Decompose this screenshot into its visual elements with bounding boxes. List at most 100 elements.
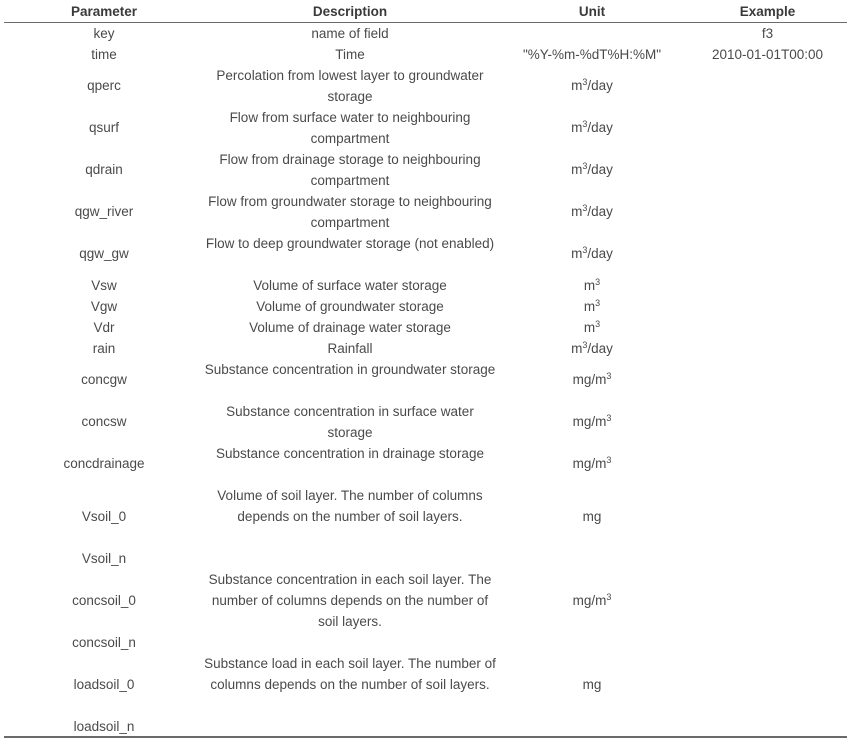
cell-example — [688, 65, 847, 107]
unit-suffix: /day — [587, 341, 613, 356]
unit-base: m — [571, 204, 583, 219]
unit-superscript: 3 — [595, 277, 601, 287]
unit-superscript: 3 — [582, 203, 588, 213]
unit-suffix: /day — [587, 120, 613, 135]
header-description: Description — [312, 4, 388, 19]
cell-description: Volume of drainage water storage — [249, 320, 451, 335]
cell-parameter: concdrainage — [63, 456, 145, 471]
cell-example — [688, 569, 847, 632]
unit-superscript: 3 — [582, 245, 588, 255]
unit-base: mg — [582, 509, 602, 524]
unit-base: mg/m — [572, 456, 607, 471]
unit-base: m — [571, 78, 583, 93]
cell-unit: mg/m3 — [496, 569, 688, 632]
cell-example — [688, 401, 847, 443]
cell-unit: mg/m3 — [496, 359, 688, 401]
cell-description: Flow from groundwater storage to neighbo… — [208, 194, 492, 230]
unit-superscript: 3 — [582, 161, 588, 171]
cell-parameter: Vsoil_0 — [81, 509, 127, 524]
cell-example — [688, 107, 847, 149]
cell-parameter: loadsoil_n — [73, 719, 135, 734]
cell-description: Substance concentration in drainage stor… — [216, 446, 484, 461]
cell-unit: mg — [496, 485, 688, 548]
cell-description: Flow to deep groundwater storage (not en… — [205, 236, 495, 251]
cell-parameter: concsoil_n — [72, 635, 136, 650]
cell-unit: "%Y-%m-%dT%H:%M" — [496, 44, 688, 65]
cell-unit: m3/day — [496, 191, 688, 233]
cell-unit: m3/day — [496, 149, 688, 191]
unit-superscript: 3 — [595, 298, 601, 308]
cell-description — [204, 548, 496, 569]
cell-unit: m3/day — [496, 107, 688, 149]
unit-base: mg/m — [572, 372, 607, 387]
unit-superscript: 3 — [595, 319, 601, 329]
cell-unit — [496, 632, 688, 653]
cell-example — [688, 548, 847, 569]
cell-parameter: qdrain — [85, 162, 123, 177]
header-unit: Unit — [578, 4, 606, 19]
unit-base: m — [571, 341, 583, 356]
cell-example — [688, 359, 847, 401]
cell-example — [688, 443, 847, 485]
cell-example — [688, 653, 847, 716]
header-rule — [4, 22, 847, 23]
unit-superscript: 3 — [606, 371, 612, 381]
cell-example — [688, 485, 847, 548]
cell-description: Rainfall — [327, 341, 373, 356]
cell-unit: mg/m3 — [496, 443, 688, 485]
unit-base: mg/m — [572, 593, 607, 608]
unit-suffix: /day — [587, 162, 613, 177]
cell-description: Substance load in each soil layer. The n… — [204, 656, 496, 692]
cell-unit: m3/day — [496, 233, 688, 275]
cell-description: Volume of groundwater storage — [256, 299, 444, 314]
cell-description — [204, 632, 496, 653]
cell-parameter: concgw — [81, 372, 127, 387]
cell-parameter: Vdr — [93, 320, 115, 335]
cell-example — [688, 317, 847, 338]
unit-superscript: 3 — [582, 77, 588, 87]
cell-unit — [496, 548, 688, 569]
cell-example — [688, 233, 847, 275]
cell-example — [688, 338, 847, 359]
unit-base: m — [571, 246, 583, 261]
unit-suffix: /day — [587, 78, 613, 93]
cell-example: f3 — [761, 26, 774, 41]
cell-parameter: rain — [92, 341, 116, 356]
cell-unit: mg/m3 — [496, 401, 688, 443]
cell-unit: m3/day — [496, 338, 688, 359]
cell-example: 2010-01-01T00:00 — [711, 47, 824, 62]
unit-base: m — [583, 299, 596, 314]
cell-parameter: key — [93, 26, 115, 41]
cell-example — [688, 632, 847, 653]
cell-description: Flow from surface water to neighbouring … — [229, 110, 471, 146]
cell-parameter: qgw_river — [74, 204, 134, 219]
cell-parameter: qsurf — [88, 120, 119, 135]
unit-base: mg/m — [572, 414, 607, 429]
cell-description: Substance concentration in groundwater s… — [204, 362, 496, 377]
unit-base: m — [583, 278, 596, 293]
cell-example — [688, 191, 847, 233]
cell-parameter: concsw — [81, 414, 127, 429]
cell-unit: m3 — [496, 296, 688, 317]
cell-unit — [496, 23, 688, 44]
parameter-table: Parameter Description Unit Example key na… — [4, 0, 847, 740]
cell-parameter: Vgw — [90, 299, 118, 314]
unit-superscript: 3 — [606, 455, 612, 465]
unit-base: m — [583, 320, 596, 335]
unit-superscript: 3 — [606, 413, 612, 423]
cell-parameter: qgw_gw — [79, 246, 129, 261]
cell-example — [688, 275, 847, 296]
unit-base: m — [571, 162, 583, 177]
cell-example — [688, 149, 847, 191]
cell-description: Flow from drainage storage to neighbouri… — [219, 152, 481, 188]
header-parameter: Parameter — [70, 4, 138, 19]
unit-suffix: /day — [587, 246, 613, 261]
unit-base: m — [571, 120, 583, 135]
unit-superscript: 3 — [582, 119, 588, 129]
cell-description: Substance concentration in surface water… — [226, 404, 474, 440]
cell-parameter: Vsoil_n — [81, 551, 127, 566]
cell-parameter: qperc — [87, 78, 121, 93]
unit-superscript: 3 — [606, 592, 612, 602]
header-example: Example — [739, 4, 796, 19]
cell-unit: mg — [496, 653, 688, 716]
